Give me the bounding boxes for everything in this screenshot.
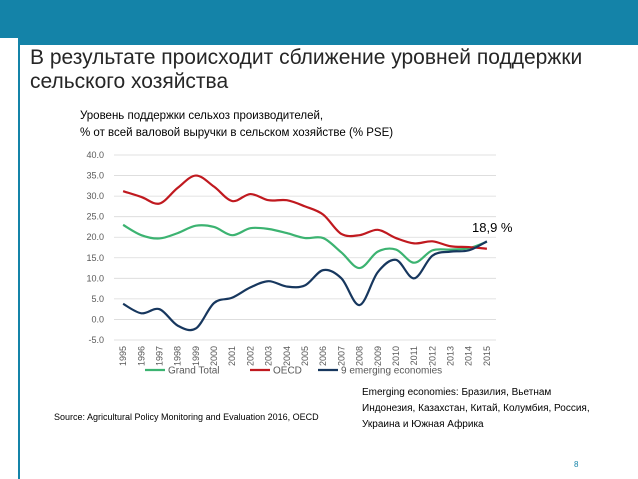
y-tick-label: -5.0 [88,335,104,345]
end-value-annotation: 18,9 % [472,220,513,235]
x-tick-label: 2013 [446,346,456,366]
series-line-9-emerging-economies [122,240,488,332]
y-axis-ticks: -5.0 0.0 5.0 10.0 15.0 20.0 25.0 30.0 35.0 40.0 [86,150,104,345]
y-tick-label: 30.0 [86,191,104,201]
series-line-oecd [122,174,488,250]
x-tick-label: 2011 [409,346,419,365]
x-axis-ticks: 1995 1996 1997 1998 1999 2000 2001 2002 2003 2004… [118,346,492,366]
x-tick-label: 1999 [191,346,201,366]
x-tick-label: 2002 [245,346,255,366]
y-tick-label: 35.0 [86,171,104,181]
legend-label: 9 emerging economies [341,366,442,377]
x-tick-label: 2015 [482,346,492,366]
x-tick-label: 2008 [355,346,365,366]
x-tick-label: 2005 [300,346,310,366]
y-tick-label: 15.0 [86,253,104,263]
x-tick-label: 1998 [173,346,183,366]
source-citation: Source: Agricultural Policy Monitoring a… [54,412,319,422]
chart-series-lines [122,174,488,332]
chart-title-line-2: % от всей валовой выручки в сельском хоз… [80,127,394,139]
x-tick-label: 2007 [336,346,346,366]
x-tick-label: 2000 [209,346,219,366]
header-bar [0,0,638,38]
x-tick-label: 2012 [427,346,437,366]
chart-title-line-1: Уровень поддержки сельхоз производителей… [80,110,324,122]
y-tick-label: 25.0 [86,212,104,222]
legend-label: Grand Total [168,366,220,377]
y-tick-label: 0.0 [91,314,104,324]
chart-gridlines [114,154,496,341]
y-tick-label: 40.0 [86,150,104,160]
x-tick-label: 2006 [318,346,328,366]
x-tick-label: 2010 [391,346,401,366]
left-accent-rule [18,38,20,479]
chart-legend: Grand Total OECD 9 emerging economies [145,366,442,377]
x-tick-label: 2003 [264,346,274,366]
emerging-economies-note: Emerging economies: Бразилия, Вьетнам Ин… [362,387,590,430]
x-tick-label: 2004 [282,346,292,366]
page-number: 8 [574,460,579,469]
x-tick-label: 2001 [227,346,237,366]
header-stripe [18,38,638,45]
series-line-grand-total [122,223,488,270]
chart-title: Уровень поддержки сельхоз производителей… [80,108,393,142]
y-tick-label: 20.0 [86,232,104,242]
x-tick-label: 1996 [136,346,146,366]
slide-title: В результате происходит сближение уровне… [30,46,583,93]
x-tick-label: 1997 [154,346,164,366]
x-tick-label: 1995 [118,346,128,366]
x-tick-label: 2014 [464,346,474,366]
legend-label: OECD [273,366,302,377]
x-tick-label: 2009 [373,346,383,366]
y-tick-label: 5.0 [91,294,104,304]
y-tick-label: 10.0 [86,273,104,283]
